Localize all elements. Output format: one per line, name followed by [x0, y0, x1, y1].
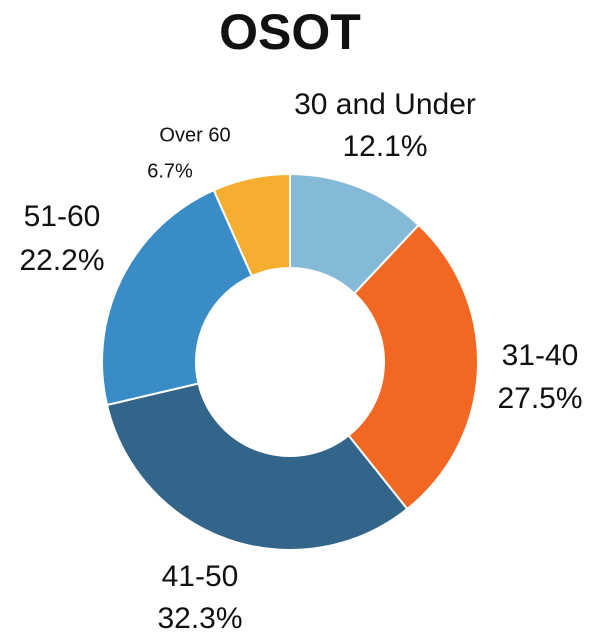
- slice-value-label: 32.3%: [157, 602, 242, 635]
- slice-value-label: 12.1%: [342, 130, 427, 163]
- slice-value-label: 6.7%: [147, 160, 193, 182]
- slice-value-label: 27.5%: [497, 382, 582, 415]
- slice-label: 41-50: [162, 560, 239, 593]
- slice-label: Over 60: [159, 124, 230, 146]
- chart-title: OSOT: [219, 4, 361, 60]
- slice-label: 30 and Under: [294, 88, 476, 121]
- donut-slice: [101, 188, 254, 407]
- donut-slice: [347, 223, 479, 511]
- slice-value-label: 22.2%: [19, 244, 104, 277]
- donut-slice: [212, 172, 291, 278]
- slice-label: 31-40: [502, 339, 579, 372]
- donut-slice: [105, 382, 409, 551]
- slice-label: 51-60: [24, 200, 101, 233]
